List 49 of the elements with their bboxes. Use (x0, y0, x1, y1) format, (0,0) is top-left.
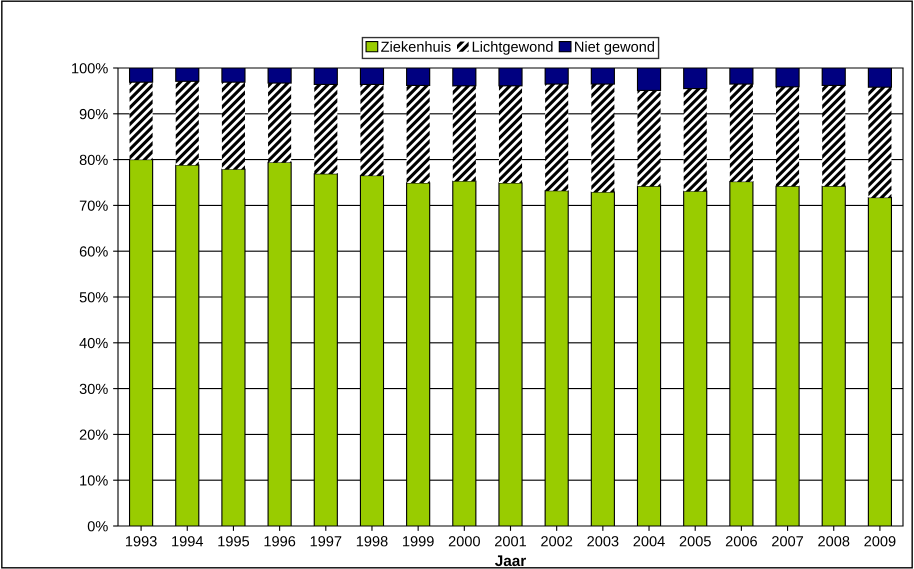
y-tick-label: 0% (88, 521, 108, 532)
y-tick-label: 60% (80, 246, 108, 257)
bar (360, 84, 384, 176)
x-tick-label: 1996 (264, 536, 296, 546)
legend-label: Lichtgewond (472, 41, 553, 55)
x-tick-label: 2007 (772, 536, 804, 546)
bar (591, 84, 614, 192)
y-tick-label: 50% (80, 292, 108, 302)
y-tick-label: 30% (80, 384, 108, 394)
x-tick-label: 2005 (680, 536, 711, 546)
bar (176, 81, 199, 166)
bar (730, 84, 753, 182)
x-tick-label: 1998 (356, 536, 388, 546)
x-axis-title: Jaar (495, 555, 526, 566)
y-tick-label: 100% (72, 63, 108, 74)
legend-label: Niet gewond (575, 41, 654, 55)
x-tick-label: 2006 (726, 536, 757, 546)
bar (452, 86, 476, 182)
bar (637, 90, 661, 186)
x-tick-label: 2002 (541, 536, 572, 546)
x-tick-label: 1997 (310, 536, 342, 546)
bar (222, 82, 245, 170)
bar (406, 85, 430, 183)
bar (822, 85, 846, 186)
x-tick-label: 2004 (634, 536, 665, 546)
y-tick-label: 40% (79, 338, 108, 348)
x-tick-label: 2003 (587, 536, 618, 546)
x-tick-label: 1999 (403, 536, 434, 546)
x-tick-label: 2009 (864, 536, 896, 546)
x-tick-label: 2000 (448, 536, 480, 546)
y-tick-label: 10% (80, 475, 108, 486)
bar (868, 87, 892, 198)
x-tick-label: 1994 (172, 536, 204, 546)
bar (130, 82, 153, 160)
x-tick-label: 2001 (495, 536, 526, 546)
bar (314, 84, 338, 174)
y-tick-label: 20% (80, 430, 108, 440)
bar (684, 88, 707, 192)
x-tick-label: 2008 (818, 536, 850, 546)
bar (268, 83, 292, 162)
bar (776, 86, 800, 186)
x-tick-label: 1995 (218, 536, 250, 546)
bar (545, 84, 568, 191)
bar (498, 86, 522, 183)
y-tick-label: 70% (80, 200, 108, 211)
x-tick-label: 1993 (126, 536, 157, 546)
y-tick-label: 90% (80, 108, 108, 120)
y-tick-label: 80% (80, 154, 108, 166)
legend-label: Ziekenhuis (381, 41, 451, 52)
